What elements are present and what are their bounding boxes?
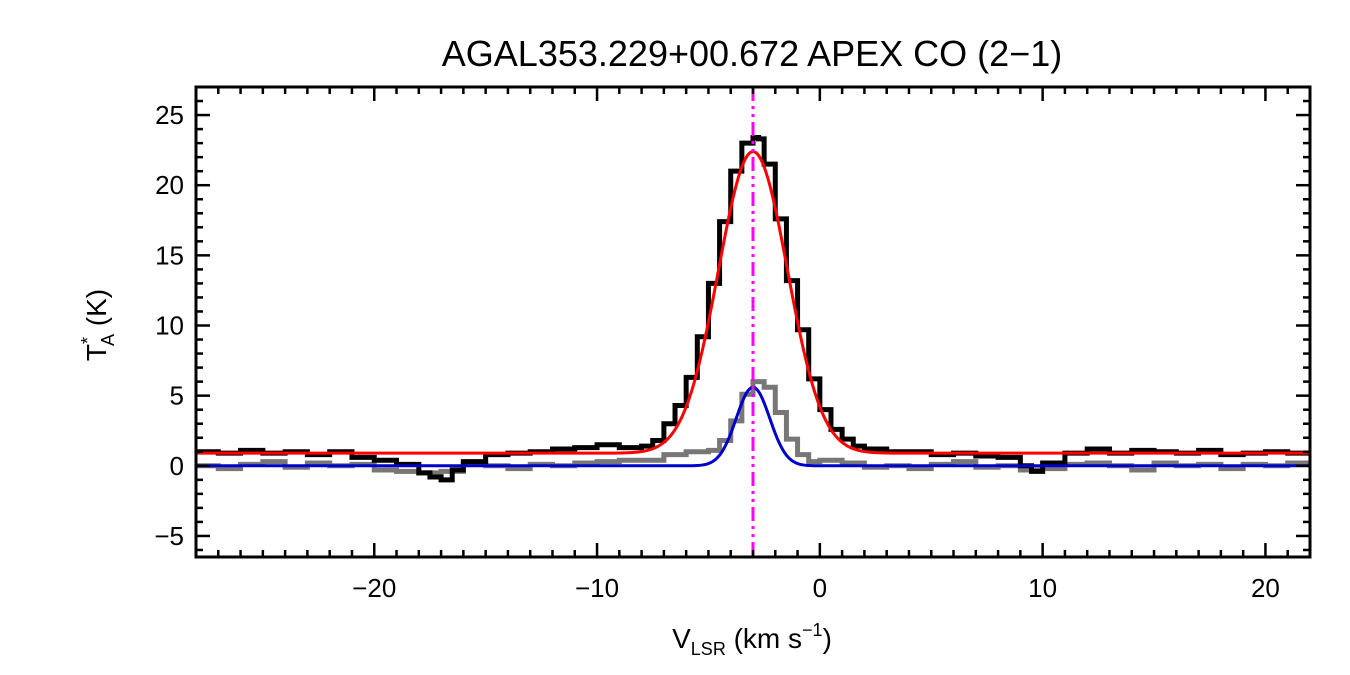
x-tick-label: −10 <box>575 573 619 603</box>
y-axis-title-sub: A <box>98 334 118 346</box>
y-tick-label: 5 <box>170 381 184 411</box>
plot-area: −20 −10 0 10 20 −5 0 5 10 15 20 25 <box>154 85 1312 603</box>
y-tick-label: 20 <box>155 170 184 200</box>
y-tick-label: 25 <box>155 100 184 130</box>
y-axis-title-sup: * <box>78 337 98 344</box>
x-tick-label: −20 <box>352 573 396 603</box>
x-axis-title-unit-post: ) <box>823 623 832 654</box>
x-axis-title-sub: LSR <box>691 639 726 659</box>
chart-title: AGAL353.229+00.672 APEX CO (2−1) <box>442 33 1062 74</box>
x-axis-title-unit-sup: −1 <box>802 620 823 640</box>
y-tick-label: −5 <box>154 521 184 551</box>
y-axis-title-main: T <box>81 344 112 361</box>
x-tick-label: 10 <box>1028 573 1057 603</box>
x-axis-title: VLSR (km s−1) <box>672 620 832 659</box>
y-axis-title: T*A (K) <box>78 289 118 361</box>
x-tick-label: 0 <box>813 573 827 603</box>
x-axis-title-main: V <box>672 623 691 654</box>
y-axis-title-unit: (K) <box>81 289 112 334</box>
x-tick-label: 20 <box>1251 573 1280 603</box>
y-tick-label: 10 <box>155 311 184 341</box>
y-tick-label: 0 <box>170 451 184 481</box>
data-layer <box>196 87 1310 557</box>
x-axis-title-unit-pre: (km s <box>726 623 802 654</box>
y-tick-label: 15 <box>155 240 184 270</box>
